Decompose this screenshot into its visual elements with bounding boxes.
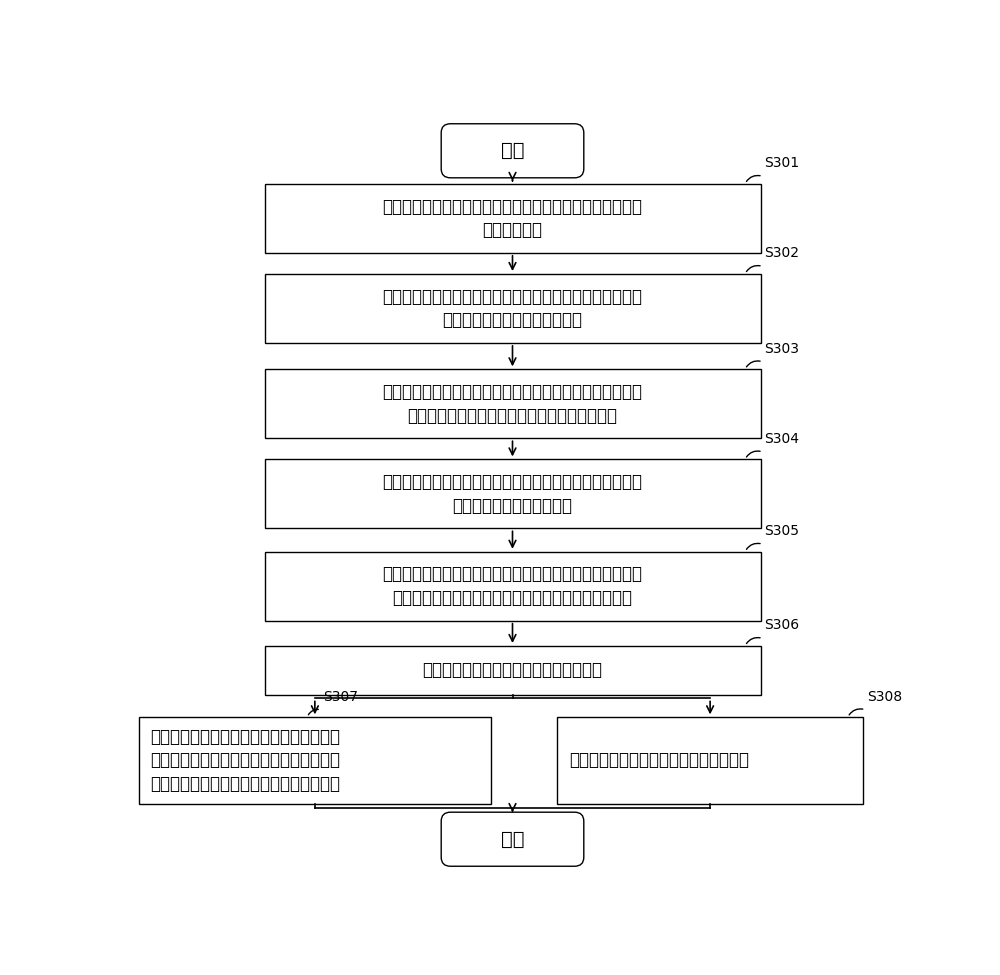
Text: S301: S301 xyxy=(764,156,800,171)
Text: 开始: 开始 xyxy=(501,141,524,160)
Text: 基于数据库类型与存储成本的对应关系，根据第二数据表对
应的存储信息，确定第二目标数据库和迁移数据: 基于数据库类型与存储成本的对应关系，根据第二数据表对 应的存储信息，确定第二目标… xyxy=(382,383,642,424)
FancyBboxPatch shape xyxy=(264,459,761,528)
Text: 基于预设的读写调度规则，按照第二目标数据库对应的表结
构，将迁移数据从第二数据表迁移至第二目标数据表中: 基于预设的读写调度规则，按照第二目标数据库对应的表结 构，将迁移数据从第二数据表… xyxy=(382,566,642,607)
Text: 根据第二数据表、第二数据表对应的存储数据库和第二目标
数据库，生成数据迁移任务: 根据第二数据表、第二数据表对应的存储数据库和第二目标 数据库，生成数据迁移任务 xyxy=(382,473,642,515)
FancyBboxPatch shape xyxy=(264,645,761,695)
Text: 若验证不通过，则重新执行数据迁移任务: 若验证不通过，则重新执行数据迁移任务 xyxy=(569,752,749,769)
FancyBboxPatch shape xyxy=(441,124,584,177)
FancyBboxPatch shape xyxy=(139,718,491,803)
Text: S308: S308 xyxy=(867,689,902,704)
FancyBboxPatch shape xyxy=(264,370,761,439)
FancyBboxPatch shape xyxy=(264,274,761,343)
Text: 结束: 结束 xyxy=(501,830,524,848)
Text: 查询数据查询日志，获取异构数据库系统中存储的数据表对
应的查询信息: 查询数据查询日志，获取异构数据库系统中存储的数据表对 应的查询信息 xyxy=(382,198,642,239)
Text: S302: S302 xyxy=(764,247,799,260)
Text: 若验证通过，则根据第二数据表和第二目标
数据表更新数据字典中的存储信息，以及利
用数据查询日志更新数据字典中的查询信息: 若验证通过，则根据第二数据表和第二目标 数据表更新数据字典中的存储信息，以及利 … xyxy=(150,727,340,793)
Text: S304: S304 xyxy=(764,432,799,446)
Text: S303: S303 xyxy=(764,342,799,356)
Text: S305: S305 xyxy=(764,525,799,538)
Text: S307: S307 xyxy=(323,689,358,704)
Text: 对第二数据表和第二目标数据表进行验证: 对第二数据表和第二目标数据表进行验证 xyxy=(422,661,602,680)
FancyBboxPatch shape xyxy=(264,184,761,253)
Text: 若数据表对应的查询信息满足数据迁移条件，确定数据表为
需要进行数据迁移的第二数据表: 若数据表对应的查询信息满足数据迁移条件，确定数据表为 需要进行数据迁移的第二数据… xyxy=(382,288,642,330)
FancyBboxPatch shape xyxy=(441,812,584,866)
FancyBboxPatch shape xyxy=(557,718,863,803)
Text: S306: S306 xyxy=(764,618,800,633)
FancyBboxPatch shape xyxy=(264,552,761,621)
